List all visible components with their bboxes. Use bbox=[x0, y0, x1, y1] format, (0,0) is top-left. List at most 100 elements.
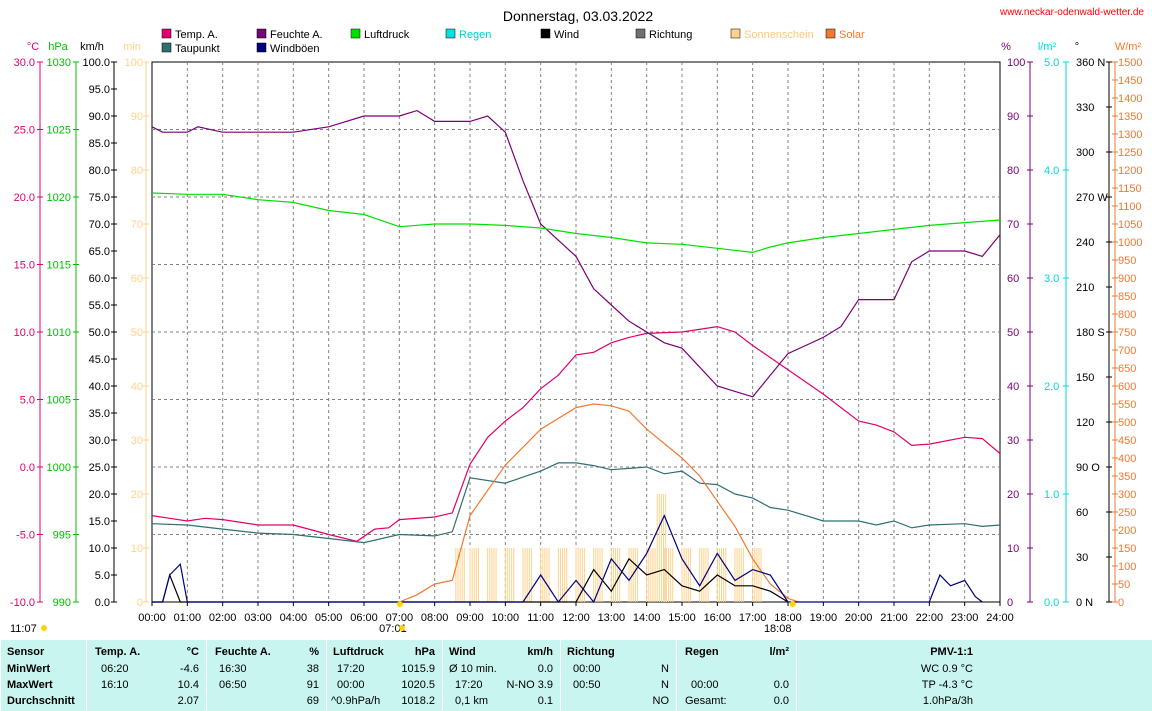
hpa-axis-tick-label: 1010 bbox=[47, 327, 71, 339]
site-url[interactable]: www.neckar-odenwald-wetter.de bbox=[999, 7, 1144, 18]
temp-axis-tick-label: -10.0 bbox=[10, 597, 35, 609]
wm2-axis-tick-label: 1050 bbox=[1118, 219, 1142, 231]
pct-axis-tick-label: 70 bbox=[1007, 219, 1019, 231]
stats-temp-max-time: 16:10 bbox=[101, 679, 129, 691]
stats-press-max: 1020.5 bbox=[401, 679, 435, 691]
min-axis-tick-label: 0 bbox=[137, 597, 143, 609]
x-tick-label: 24:00 bbox=[986, 612, 1014, 624]
min-axis-tick-label: 80 bbox=[131, 165, 143, 177]
stats-table: Sensor MinWert MaxWert Durchschnitt Temp… bbox=[0, 640, 1152, 711]
x-tick-label: 16:00 bbox=[704, 612, 732, 624]
min-axis-tick-label: 50 bbox=[131, 327, 143, 339]
stats-wind-min: 0.0 bbox=[537, 663, 553, 675]
kmh-axis-tick-label: 25.0 bbox=[89, 462, 110, 474]
deg-axis-tick-label: 360 N bbox=[1076, 57, 1105, 69]
wm2-axis-tick-label: 1450 bbox=[1118, 75, 1142, 87]
stats-wind-max-time: 17:20 bbox=[455, 679, 483, 691]
stats-temp-avg: 2.07 bbox=[177, 695, 199, 707]
stats-wind-avg: 0.1 bbox=[537, 695, 553, 707]
x-tick-label: 09:00 bbox=[456, 612, 484, 624]
temp-a-line bbox=[151, 325, 1001, 542]
x-tick-label: 11:00 bbox=[527, 612, 554, 624]
temp-axis-tick-label: 20.0 bbox=[14, 192, 35, 204]
x-tick-label: 04:00 bbox=[280, 612, 308, 624]
x-tick-label: 20:00 bbox=[845, 612, 873, 624]
sunset-icon bbox=[789, 601, 796, 607]
wm2-axis-tick-label: 600 bbox=[1118, 381, 1136, 393]
stats-header-pressure: Luftdruck bbox=[333, 646, 384, 658]
hpa-axis-tick-label: 1015 bbox=[47, 260, 71, 272]
stats-col-direction: Richtung 00:00 N 00:50 N NO bbox=[560, 640, 677, 711]
pct-axis-tick-label: 20 bbox=[1007, 489, 1019, 501]
kmh-axis-tick-label: 80.0 bbox=[89, 165, 110, 177]
x-tick-label: 00:00 bbox=[138, 612, 166, 624]
legend-label: Regen bbox=[459, 29, 491, 41]
wm2-axis-tick-label: 900 bbox=[1118, 273, 1136, 285]
moon-icon bbox=[41, 625, 47, 631]
kmh-axis-tick-label: 75.0 bbox=[89, 192, 110, 204]
legend-label: Luftdruck bbox=[364, 29, 410, 41]
wm2-axis-tick-label: 850 bbox=[1118, 291, 1136, 303]
legend-swatch bbox=[825, 28, 836, 39]
hpa-axis-tick-label: 1000 bbox=[47, 462, 71, 474]
pct-axis-tick-label: 60 bbox=[1007, 273, 1019, 285]
taupunkt-line bbox=[151, 462, 1001, 544]
deg-axis-tick-label: 210 bbox=[1076, 282, 1094, 294]
legend-swatch bbox=[635, 28, 646, 39]
hpa-axis-tick-label: 1020 bbox=[47, 192, 71, 204]
chart-title: Donnerstag, 03.03.2022 bbox=[503, 8, 653, 24]
x-tick-label: 12:00 bbox=[562, 612, 590, 624]
rain-axis-tick-label: 5.0 bbox=[1044, 57, 1059, 69]
stats-unit-temp: °C bbox=[186, 646, 199, 658]
hpa-axis-tick-label: 1030 bbox=[47, 57, 71, 69]
x-tick-label: 19:00 bbox=[810, 612, 838, 624]
stats-hum-avg: 69 bbox=[306, 695, 319, 707]
kmh-axis-tick-label: 50.0 bbox=[89, 327, 110, 339]
deg-axis-tick-label: 30 bbox=[1076, 552, 1088, 564]
stats-header-humidity: Feuchte A. bbox=[215, 646, 271, 658]
axes: 30.025.020.015.010.05.00.0-5.0-10.010301… bbox=[10, 41, 1143, 624]
rain-axis-tick-label: 2.0 bbox=[1044, 381, 1059, 393]
stats-press-min-time: 17:20 bbox=[337, 663, 365, 675]
pct-axis-tick-label: 90 bbox=[1007, 111, 1019, 123]
grid bbox=[152, 62, 1000, 602]
stats-header-wind: Wind bbox=[449, 646, 476, 658]
wm2-axis-tick-label: 250 bbox=[1118, 507, 1136, 519]
pct-axis-tick-label: 0 bbox=[1007, 597, 1013, 609]
stats-header-temp: Temp. A. bbox=[95, 646, 141, 658]
stats-press-min: 1015.9 bbox=[401, 663, 435, 675]
sunrise-icon bbox=[398, 625, 405, 631]
stats-col-temp: Temp. A. °C 06:20 -4.6 16:10 10.4 2.07 bbox=[86, 640, 207, 711]
hpa-axis-tick-label: 1025 bbox=[47, 125, 71, 137]
legend-swatch bbox=[161, 28, 172, 39]
stats-row-label: MaxWert bbox=[7, 679, 53, 691]
wm2-axis-tick-label: 750 bbox=[1118, 327, 1136, 339]
stats-hum-max: 91 bbox=[306, 679, 319, 691]
min-axis-tick-label: 100 bbox=[125, 57, 143, 69]
kmh-axis-tick-label: 35.0 bbox=[89, 408, 110, 420]
legend-swatch bbox=[256, 42, 267, 53]
stats-header-rain: Regen bbox=[685, 646, 719, 658]
moon-time-label: 11:07 bbox=[10, 623, 37, 635]
min-axis-tick-label: 70 bbox=[131, 219, 143, 231]
legend-label: Solar bbox=[839, 29, 865, 41]
stats-pmv-tp: TP -4.3 °C bbox=[921, 679, 973, 691]
sunshine-bars bbox=[455, 494, 762, 602]
deg-axis-tick-label: 0 N bbox=[1076, 597, 1093, 609]
stats-header-direction: Richtung bbox=[567, 646, 615, 658]
stats-row-label: Durchschnitt bbox=[7, 695, 75, 707]
min-axis-tick-label: 20 bbox=[131, 489, 143, 501]
wm2-axis-tick-label: 150 bbox=[1118, 543, 1136, 555]
stats-temp-min: -4.6 bbox=[180, 663, 199, 675]
temp-axis-tick-label: 25.0 bbox=[14, 125, 35, 137]
stats-press-trend: ^0.9hPa/h bbox=[331, 695, 381, 707]
wm2-axis-tick-label: 1100 bbox=[1118, 201, 1142, 213]
kmh-axis-tick-label: 95.0 bbox=[89, 84, 110, 96]
temp-axis-tick-label: 30.0 bbox=[14, 57, 35, 69]
unit-label: l/m² bbox=[1038, 41, 1057, 53]
weather-chart: Donnerstag, 03.03.2022 www.neckar-odenwa… bbox=[10, 7, 1145, 635]
x-tick-label: 13:00 bbox=[598, 612, 626, 624]
stats-unit-rain: l/m² bbox=[769, 646, 789, 658]
legend-swatch bbox=[256, 28, 267, 39]
